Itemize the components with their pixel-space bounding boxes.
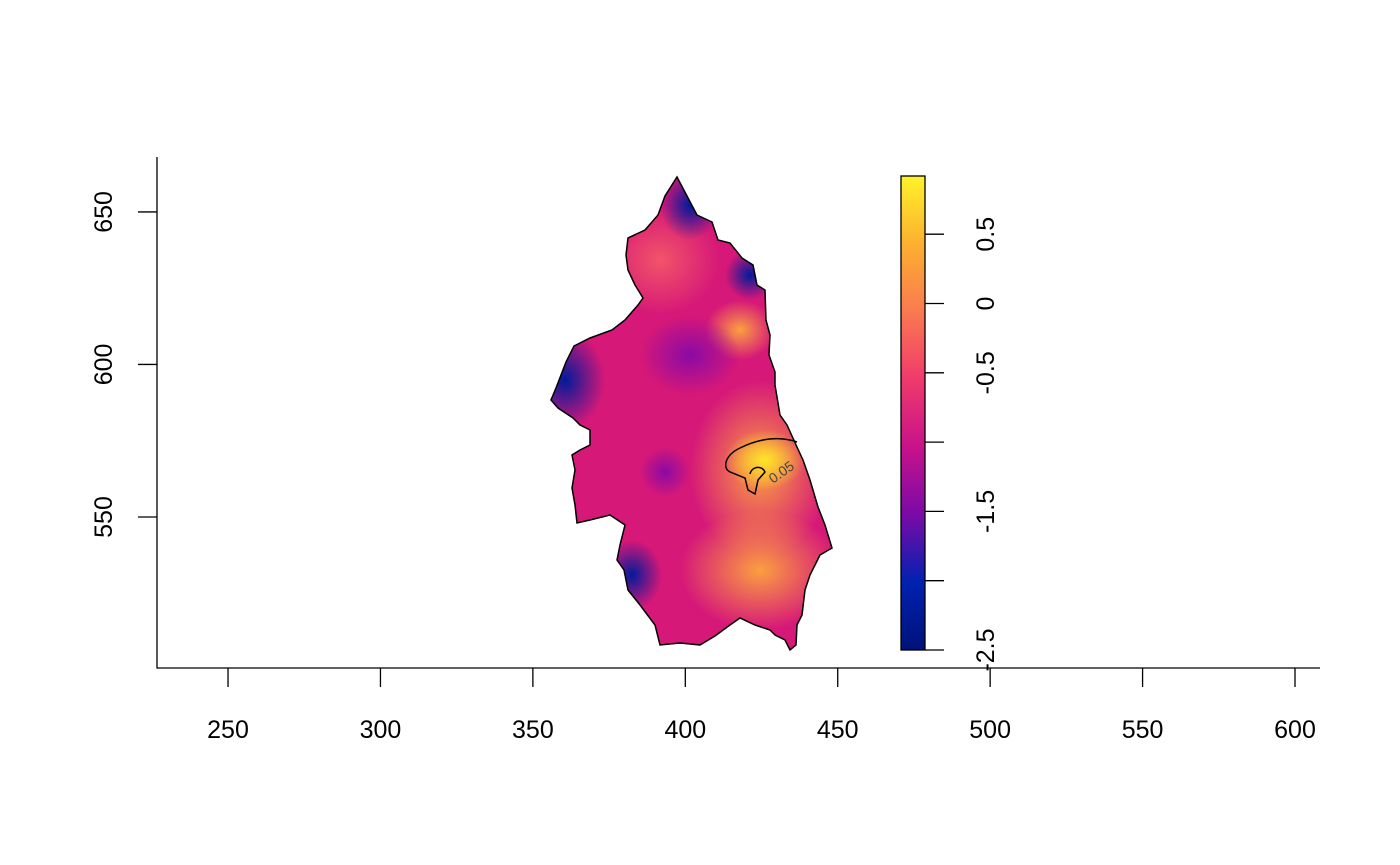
colorbar-label: -1.5 [972, 490, 1000, 533]
colorbar-label: -2.5 [972, 628, 1000, 671]
x-tick-label: 250 [207, 716, 249, 744]
colorbar-label: 0.5 [972, 217, 1000, 252]
axes [156, 157, 1320, 669]
contour-line [724, 437, 798, 496]
x-tick-label: 450 [817, 716, 859, 744]
x-tick-label: 550 [1122, 716, 1164, 744]
y-tick-label: 600 [90, 344, 118, 386]
x-tick-label: 350 [512, 716, 554, 744]
colorbar-label: 0 [972, 297, 1000, 311]
y-tick-label: 550 [90, 496, 118, 538]
y-tick-label: 650 [90, 191, 118, 233]
x-tick-label: 300 [360, 716, 402, 744]
x-tick-label: 500 [969, 716, 1011, 744]
colorbar [900, 175, 926, 651]
raster [551, 177, 832, 650]
x-tick-label: 400 [664, 716, 706, 744]
x-tick-label: 600 [1274, 716, 1316, 744]
colorbar-label: -0.5 [972, 351, 1000, 394]
